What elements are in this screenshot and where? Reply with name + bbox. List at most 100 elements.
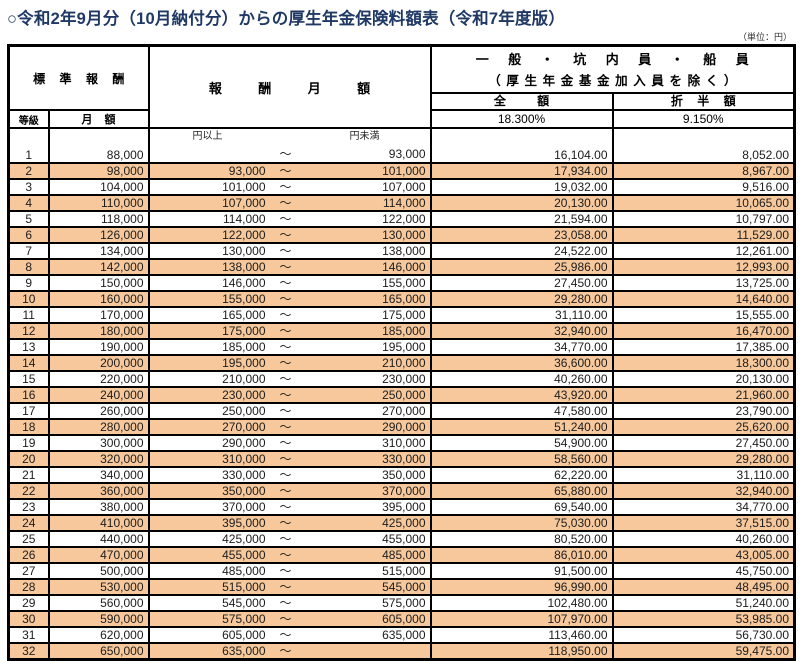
half-amount-cell: 25,620.00 (611, 418, 796, 436)
grade-cell: 10 (7, 290, 50, 308)
grade-cell: 29 (7, 594, 50, 612)
monthly-amount-cell: 200,000 (47, 354, 150, 372)
grade-cell: 21 (7, 466, 50, 484)
half-amount-cell: 10,065.00 (611, 194, 796, 212)
range-tilde: ～ (279, 324, 292, 338)
table-row: 1 88,000 円以上 ～ 円未満 93,000 16,104.00 8,052.00 (7, 127, 796, 164)
full-amount-cell: 51,240.00 (429, 418, 614, 436)
full-amount-cell: 54,900.00 (429, 434, 614, 452)
table-row: 4 110,000 107,000 ～ 114,000 20,130.00 10,065.0… (7, 194, 796, 212)
table-row: 8 142,000 138,000 ～ 146,000 25,986.00 12,993.0… (7, 258, 796, 276)
half-amount-cell: 37,515.00 (611, 514, 796, 532)
header-category-line2: （厚生年金基金加入員を除く） (488, 74, 742, 88)
range-tilde: ～ (268, 130, 304, 161)
half-amount-cell: 40,260.00 (611, 530, 796, 548)
full-amount-cell: 75,030.00 (429, 514, 614, 532)
monthly-amount-cell: 590,000 (47, 610, 150, 628)
remuneration-range-cell: 605,000 ～ 635,000 (147, 626, 432, 644)
full-amount-cell: 118,950.00 (429, 642, 614, 661)
range-lower: 146,000 (222, 276, 266, 290)
range-upper: 455,000 (382, 532, 426, 546)
half-amount-cell: 53,985.00 (611, 610, 796, 628)
header-grade: 等級 (7, 109, 50, 129)
table-row: 9 150,000 146,000 ～ 155,000 27,450.00 13,725.0… (7, 274, 796, 292)
half-amount-cell: 34,770.00 (611, 498, 796, 516)
range-lower: 395,000 (222, 516, 266, 530)
range-tilde: ～ (279, 372, 292, 386)
range-tilde: ～ (279, 388, 292, 402)
monthly-amount-cell: 134,000 (47, 242, 150, 260)
header-full-amount: 全額 (429, 92, 614, 111)
range-lower: 165,000 (222, 308, 266, 322)
range-upper: 425,000 (382, 516, 426, 530)
range-upper: 330,000 (382, 452, 426, 466)
table-row: 31 620,000 605,000 ～ 635,000 113,460.00 56,730… (7, 626, 796, 644)
range-upper: 122,000 (382, 212, 426, 226)
half-amount-cell: 23,790.00 (611, 402, 796, 420)
table-body: 1 88,000 円以上～円未満 93,000 16,104.00 8,052.00 2 98… (7, 127, 796, 661)
range-lower: 350,000 (222, 484, 266, 498)
range-tilde: ～ (279, 500, 292, 514)
range-tilde: ～ (279, 468, 292, 482)
monthly-amount-cell: 126,000 (47, 226, 150, 244)
table-row: 15 220,000 210,000 ～ 230,000 40,260.00 20,130.… (7, 370, 796, 388)
range-tilde: ～ (279, 180, 292, 194)
range-lower: 175,000 (222, 324, 266, 338)
range-lower: 122,000 (222, 228, 266, 242)
half-amount-cell: 13,725.00 (611, 274, 796, 292)
grade-cell: 18 (7, 418, 50, 436)
half-amount-cell: 29,280.00 (611, 450, 796, 468)
range-tilde: ～ (279, 276, 292, 290)
full-amount-cell: 24,522.00 (429, 242, 614, 260)
half-amount-cell: 45,750.00 (611, 562, 796, 580)
grade-cell: 24 (7, 514, 50, 532)
table-row: 29 560,000 545,000 ～ 575,000 102,480.00 51,240… (7, 594, 796, 612)
half-amount-cell: 16,470.00 (611, 322, 796, 340)
monthly-amount-cell: 410,000 (47, 514, 150, 532)
grade-cell: 3 (7, 178, 50, 196)
range-tilde: ～ (279, 212, 292, 226)
full-amount-cell: 36,600.00 (429, 354, 614, 372)
full-amount-cell: 31,110.00 (429, 306, 614, 324)
range-tilde: ～ (279, 516, 292, 530)
remuneration-range-cell: 155,000 ～ 165,000 (147, 290, 432, 308)
range-tilde: ～ (279, 260, 292, 274)
header-category-line1: 一般・坑内員・船員 (475, 52, 769, 67)
table-row: 25 440,000 425,000 ～ 455,000 80,520.00 40,260.… (7, 530, 796, 548)
grade-cell: 30 (7, 610, 50, 628)
lower-unit-label: 円以上 (192, 131, 223, 142)
full-amount-cell: 19,032.00 (429, 178, 614, 196)
half-amount-cell: 32,940.00 (611, 482, 796, 500)
range-lower: 310,000 (222, 452, 266, 466)
range-tilde: ～ (279, 244, 292, 258)
remuneration-range-cell: 370,000 ～ 395,000 (147, 498, 432, 516)
range-lower: 130,000 (222, 244, 266, 258)
monthly-amount-cell: 650,000 (47, 642, 150, 661)
range-upper: 485,000 (382, 548, 426, 562)
range-tilde: ～ (279, 452, 292, 466)
table-row: 7 134,000 130,000 ～ 138,000 24,522.00 12,261.0… (7, 242, 796, 260)
range-tilde: ～ (279, 340, 292, 354)
range-lower: 101,000 (222, 180, 266, 194)
range-upper-value: 93,000 (388, 147, 426, 161)
range-tilde: ～ (279, 580, 292, 594)
remuneration-range-cell: 310,000 ～ 330,000 (147, 450, 432, 468)
grade-cell: 16 (7, 386, 50, 404)
grade-cell: 1 (7, 127, 50, 164)
full-amount-cell: 34,770.00 (429, 338, 614, 356)
table-row: 10 160,000 155,000 ～ 165,000 29,280.00 14,640.… (7, 290, 796, 308)
grade-cell: 19 (7, 434, 50, 452)
half-amount-cell: 15,555.00 (611, 306, 796, 324)
full-amount-cell: 65,880.00 (429, 482, 614, 500)
remuneration-range-cell: 107,000 ～ 114,000 (147, 194, 432, 212)
table-row: 2 98,000 93,000 ～ 101,000 17,934.00 8,967.00 (7, 162, 796, 180)
range-upper: 290,000 (382, 420, 426, 434)
grade-cell: 7 (7, 242, 50, 260)
monthly-amount-cell: 620,000 (47, 626, 150, 644)
header-monthly-amount: 月額 (47, 109, 150, 129)
remuneration-range-cell: 146,000 ～ 155,000 (147, 274, 432, 292)
half-amount-cell: 11,529.00 (611, 226, 796, 244)
table-row: 20 320,000 310,000 ～ 330,000 58,560.00 29,280.… (7, 450, 796, 468)
table-row: 23 380,000 370,000 ～ 395,000 69,540.00 34,770.… (7, 498, 796, 516)
range-upper: 130,000 (382, 228, 426, 242)
